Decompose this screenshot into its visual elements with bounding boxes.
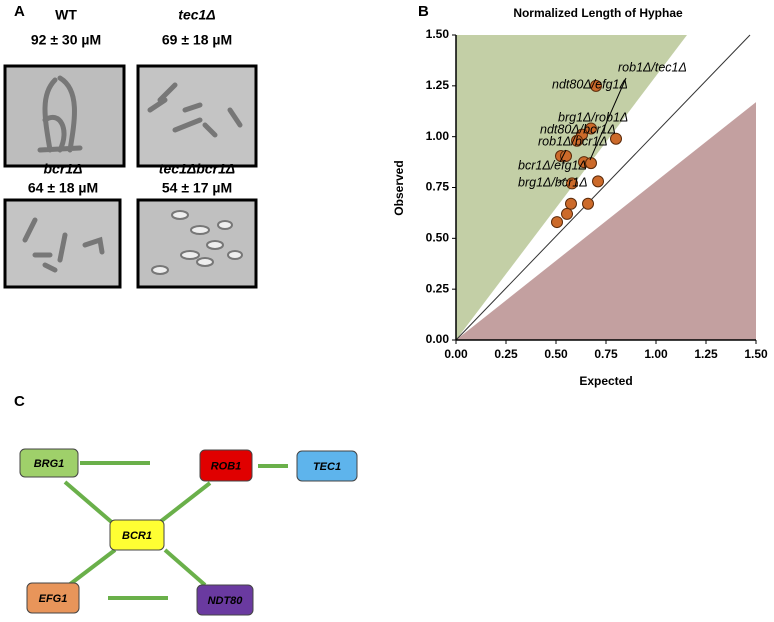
annotation: brg1Δ/rob1Δ bbox=[558, 110, 628, 124]
point bbox=[590, 79, 602, 92]
gene-label: ROB1 bbox=[211, 460, 242, 472]
y-tick-label: 1.00 bbox=[426, 129, 450, 143]
cells bbox=[37, 75, 83, 153]
panel-label: A bbox=[14, 3, 25, 20]
edge bbox=[163, 548, 207, 587]
identity-line bbox=[455, 34, 751, 341]
x-tick-label: 1.25 bbox=[694, 347, 718, 361]
point bbox=[566, 177, 578, 190]
point bbox=[571, 134, 583, 147]
annotation: ndt80Δ/efg1Δ bbox=[552, 77, 628, 91]
annotation-leader bbox=[559, 149, 567, 163]
gene-label: BCR1 bbox=[122, 530, 152, 542]
x-tick-label: 0.00 bbox=[444, 347, 468, 361]
strain-length: 92 ± 30 µM bbox=[31, 32, 101, 48]
y-tick-label: 0.75 bbox=[426, 180, 450, 194]
edge bbox=[63, 548, 117, 590]
network-nodes: BRG1 ROB1 TEC1 BCR1 EFG1 NDT80 bbox=[19, 448, 358, 616]
point bbox=[551, 216, 563, 229]
annotation: rob1Δ/bcr1Δ bbox=[538, 134, 608, 148]
gene-label: EFG1 bbox=[39, 593, 68, 605]
annotation: ndt80Δ/bcr1Δ bbox=[540, 122, 616, 136]
gene-node bbox=[196, 584, 254, 616]
strain-name: tec1Δ bbox=[178, 7, 215, 23]
strain-length: 54 ± 17 µM bbox=[162, 180, 232, 196]
gene-node bbox=[109, 519, 165, 551]
annotation: brg1Δ/bcr1Δ bbox=[518, 175, 588, 189]
annotation: bcr1Δ/efg1Δ bbox=[518, 158, 587, 172]
strain-length: 69 ± 18 µM bbox=[162, 32, 232, 48]
x-tick-label: 1.50 bbox=[744, 347, 768, 361]
edge bbox=[63, 480, 117, 527]
point bbox=[592, 175, 604, 188]
micrograph-panel bbox=[3, 64, 258, 289]
gene-node bbox=[296, 450, 358, 482]
y-tick-label: 1.25 bbox=[426, 78, 450, 92]
gene-node bbox=[199, 449, 253, 482]
cells bbox=[151, 210, 243, 275]
red-region bbox=[456, 102, 756, 340]
network-edges bbox=[63, 461, 288, 600]
y-tick-label: 0.50 bbox=[426, 231, 450, 245]
point bbox=[610, 132, 622, 145]
x-tick-label: 0.75 bbox=[594, 347, 618, 361]
y-tick-label: 1.50 bbox=[426, 27, 450, 41]
point bbox=[565, 197, 577, 210]
gene-label: TEC1 bbox=[313, 461, 341, 473]
gene-node bbox=[26, 582, 80, 614]
x-axis-label: Expected bbox=[579, 374, 632, 388]
plot-area: 0.00 0.25 0.50 0.75 1.00 1.25 1.50 0.00 0.25 0.50… bbox=[426, 27, 768, 361]
annotation-leader bbox=[589, 77, 627, 161]
x-tick-label: 1.00 bbox=[644, 347, 668, 361]
gene-label: BRG1 bbox=[34, 458, 65, 470]
strain-name: WT bbox=[55, 7, 77, 23]
annotation: rob1Δ/tec1Δ bbox=[618, 60, 687, 74]
panel-label: B bbox=[418, 3, 429, 20]
cells bbox=[147, 82, 243, 138]
point bbox=[585, 122, 597, 135]
y-tick-label: 0.25 bbox=[426, 281, 450, 295]
strain-name: bcr1Δ bbox=[44, 161, 83, 177]
point bbox=[561, 207, 573, 220]
edge bbox=[158, 481, 212, 524]
micrograph bbox=[136, 64, 258, 168]
annotation-leader bbox=[557, 177, 567, 184]
point bbox=[585, 157, 597, 170]
cells bbox=[22, 217, 105, 273]
chart-title: Normalized Length of Hyphae bbox=[513, 6, 683, 20]
x-tick-label: 0.25 bbox=[494, 347, 518, 361]
y-tick-label: 0.00 bbox=[426, 332, 450, 346]
gene-node bbox=[19, 448, 79, 478]
strain-length: 64 ± 18 µM bbox=[28, 180, 98, 196]
strain-name: tec1Δbcr1Δ bbox=[159, 161, 235, 177]
y-axis-label: Observed bbox=[392, 160, 406, 215]
gene-label: NDT80 bbox=[208, 595, 244, 607]
panel-label: C bbox=[14, 393, 25, 410]
x-tick-label: 0.50 bbox=[544, 347, 568, 361]
point bbox=[582, 197, 594, 210]
